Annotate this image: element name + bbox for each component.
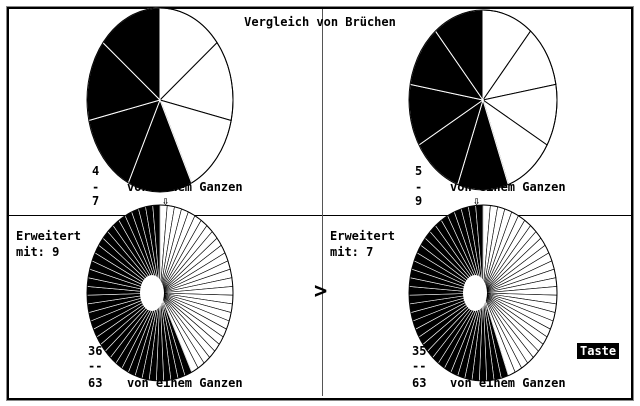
vertical-divider	[322, 9, 323, 396]
down-arrow-icon: ⇩	[162, 194, 170, 208]
caption: von einem Ganzen	[450, 376, 566, 390]
page-title: Vergleich von Brüchen	[244, 15, 396, 29]
numerator: 35	[412, 344, 427, 358]
comparison-symbol: >	[314, 279, 328, 304]
pie-hub	[463, 275, 487, 311]
pie-outline	[86, 7, 234, 193]
horizontal-divider	[9, 215, 631, 216]
key-prompt-button[interactable]: Taste	[577, 343, 620, 359]
fraction-bar: --	[412, 359, 427, 373]
caption: von einem Ganzen	[127, 180, 243, 194]
fraction-bar: --	[88, 359, 103, 373]
numerator: 5	[415, 164, 423, 178]
denominator: 63	[412, 376, 427, 390]
denominator: 63	[88, 376, 103, 390]
pie-hub	[140, 275, 164, 311]
factor-label: mit: 9	[16, 245, 60, 259]
expanded-label: Erweitert	[16, 229, 82, 243]
expanded-label: Erweitert	[330, 229, 396, 243]
caption: von einem Ganzen	[450, 180, 566, 194]
down-arrow-icon: ⇩	[473, 194, 481, 208]
numerator: 36	[88, 344, 103, 358]
fraction-bar: -	[415, 180, 423, 194]
outer-frame	[7, 7, 633, 400]
pie-outline	[86, 204, 234, 382]
factor-label: mit: 7	[330, 245, 374, 259]
pie-outline	[408, 9, 558, 191]
numerator: 4	[92, 164, 100, 178]
fraction-bar: -	[92, 180, 100, 194]
denominator: 7	[92, 194, 100, 208]
pie-outline	[408, 204, 558, 382]
caption: von einem Ganzen	[127, 376, 243, 390]
denominator: 9	[415, 194, 423, 208]
